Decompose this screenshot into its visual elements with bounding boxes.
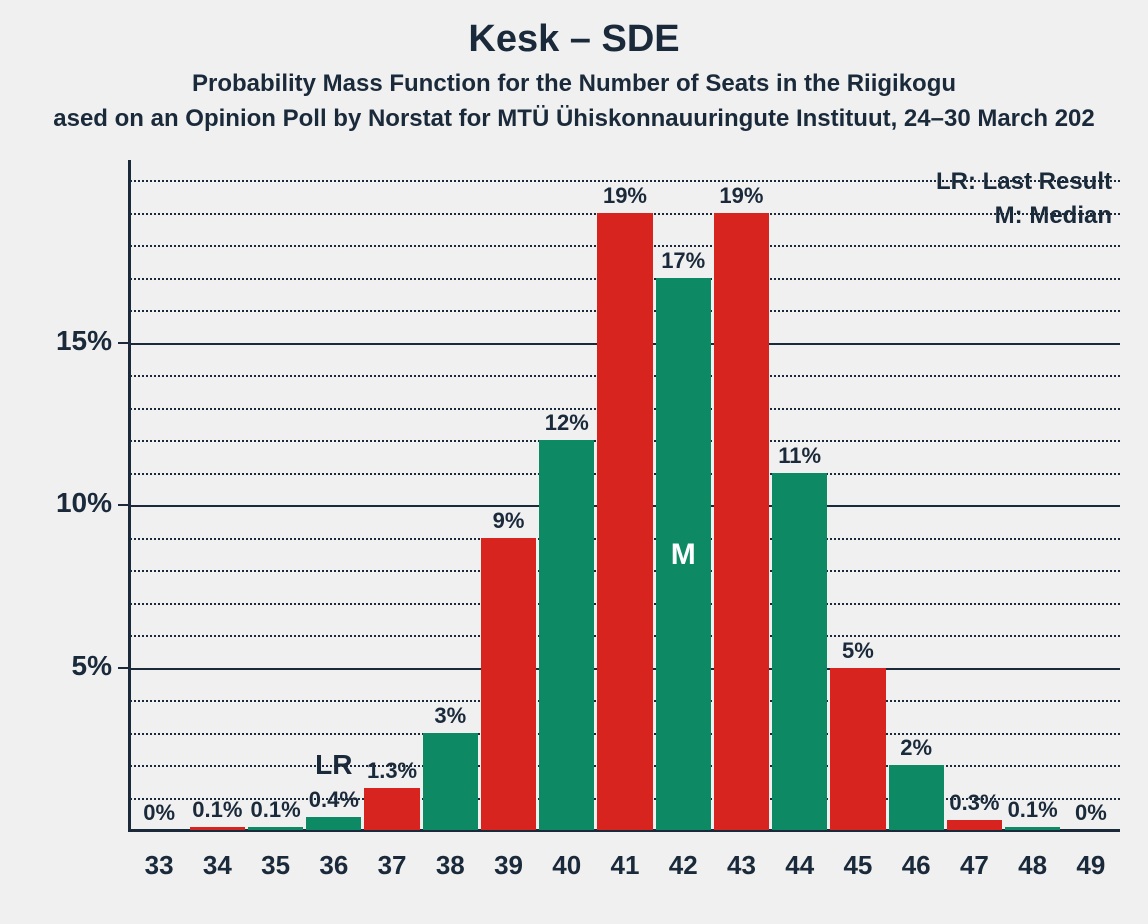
x-axis-label: 33 — [130, 850, 188, 881]
x-axis-label: 47 — [945, 850, 1003, 881]
x-axis-label: 44 — [771, 850, 829, 881]
x-axis-label: 38 — [421, 850, 479, 881]
bar-value-label: 2% — [879, 735, 954, 761]
bar — [772, 473, 827, 831]
bar — [539, 440, 594, 830]
bar — [597, 213, 652, 831]
subtitle-2: ased on an Opinion Poll by Norstat for M… — [0, 105, 1148, 133]
bar-value-label: 9% — [471, 508, 546, 534]
x-axis-label: 34 — [188, 850, 246, 881]
lr-marker: LR — [305, 749, 363, 781]
x-axis-label: 36 — [305, 850, 363, 881]
bar — [889, 765, 944, 830]
x-axis-label: 35 — [246, 850, 304, 881]
y-tick — [118, 667, 128, 669]
bar-value-label: 5% — [820, 638, 895, 664]
x-axis-label: 42 — [654, 850, 712, 881]
y-axis-label: 10% — [56, 487, 112, 519]
bar — [947, 820, 1002, 830]
y-tick — [118, 504, 128, 506]
x-axis-label: 43 — [712, 850, 770, 881]
bar — [306, 817, 361, 830]
bar — [481, 538, 536, 831]
y-axis — [128, 160, 131, 830]
bar — [190, 827, 245, 830]
bar-value-label: 0% — [1053, 800, 1128, 826]
x-axis-label: 39 — [479, 850, 537, 881]
bar-value-label: 0.4% — [296, 787, 371, 813]
y-axis-label: 5% — [72, 650, 112, 682]
subtitle-1: Probability Mass Function for the Number… — [0, 70, 1148, 98]
main-title: Kesk – SDE — [0, 18, 1148, 61]
bar — [714, 213, 769, 831]
chart-container: Kesk – SDE Probability Mass Function for… — [0, 0, 1148, 924]
bar-value-label: 1.3% — [354, 758, 429, 784]
median-marker: M — [654, 538, 712, 572]
plot-area: 5%10%15%0%330.1%340.1%350.4%361.3%373%38… — [130, 180, 1120, 830]
legend-lr: LR: Last Result — [936, 168, 1112, 196]
x-axis-label: 48 — [1004, 850, 1062, 881]
x-axis-label: 40 — [538, 850, 596, 881]
x-axis-label: 49 — [1062, 850, 1120, 881]
bar — [248, 827, 303, 830]
bar — [423, 733, 478, 831]
x-axis-label: 45 — [829, 850, 887, 881]
bar — [1005, 827, 1060, 830]
y-tick — [118, 342, 128, 344]
bar-value-label: 11% — [762, 443, 837, 469]
bar-value-label: 19% — [704, 183, 779, 209]
bar-value-label: 17% — [646, 248, 721, 274]
bar-value-label: 12% — [529, 410, 604, 436]
legend-median: M: Median — [995, 202, 1112, 230]
bar-value-label: 3% — [413, 703, 488, 729]
bar — [830, 668, 885, 831]
y-axis-label: 15% — [56, 325, 112, 357]
x-axis-label: 37 — [363, 850, 421, 881]
bar-value-label: 19% — [587, 183, 662, 209]
x-axis-label: 46 — [887, 850, 945, 881]
bar — [364, 788, 419, 830]
x-axis-label: 41 — [596, 850, 654, 881]
